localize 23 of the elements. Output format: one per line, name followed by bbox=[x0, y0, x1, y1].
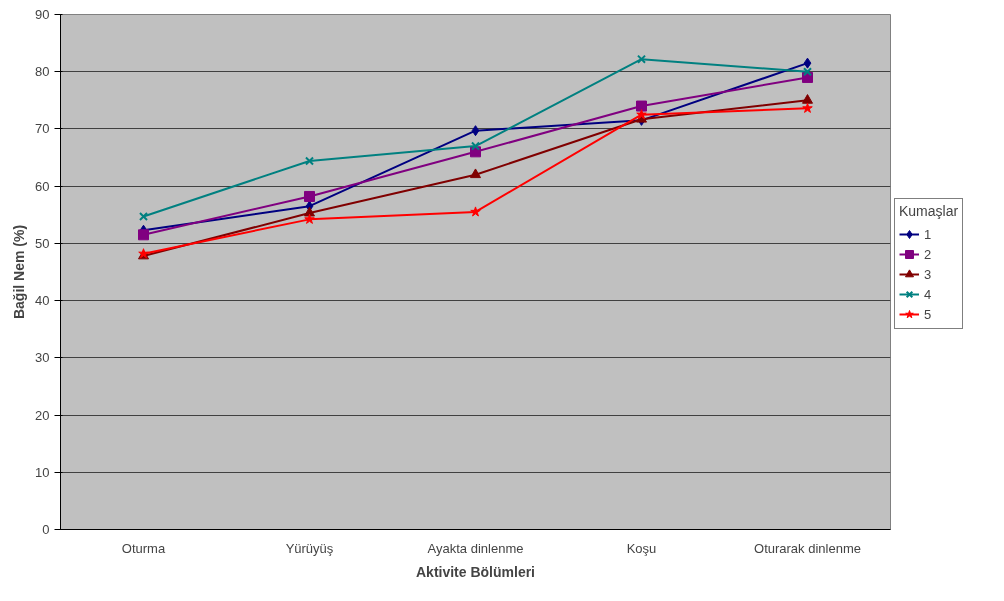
y-tick-label: 50 bbox=[35, 235, 50, 251]
legend-label: 5 bbox=[924, 306, 933, 322]
x-tick-label: Koşu bbox=[626, 540, 657, 556]
y-axis-title: Bağil Nem (%) bbox=[11, 224, 28, 320]
y-tick-label: 20 bbox=[35, 407, 50, 423]
y-tick-label: 70 bbox=[35, 121, 50, 137]
y-tick-label: 60 bbox=[35, 178, 50, 194]
y-tick-label: 0 bbox=[42, 522, 50, 537]
x-tick-label: Yürüyüş bbox=[285, 540, 334, 556]
legend-label: 3 bbox=[924, 266, 933, 282]
x-tick-label: Oturma bbox=[121, 540, 166, 556]
y-tick-label: 40 bbox=[35, 293, 50, 309]
x-tick-label: Oturarak dinlenme bbox=[754, 540, 861, 556]
legend-title: Kumaşlar bbox=[899, 203, 959, 219]
x-axis-title: Aktivite Bölümleri bbox=[415, 563, 536, 580]
y-tick-label: 90 bbox=[35, 7, 50, 22]
y-tick-label: 10 bbox=[35, 464, 50, 480]
y-tick-label: 80 bbox=[35, 64, 50, 80]
y-tick-label: 30 bbox=[35, 350, 50, 366]
x-tick-label: Ayakta dinlenme bbox=[427, 540, 524, 556]
legend-label: 1 bbox=[924, 226, 933, 242]
legend-label: 4 bbox=[924, 286, 933, 302]
legend-label: 2 bbox=[924, 246, 933, 262]
